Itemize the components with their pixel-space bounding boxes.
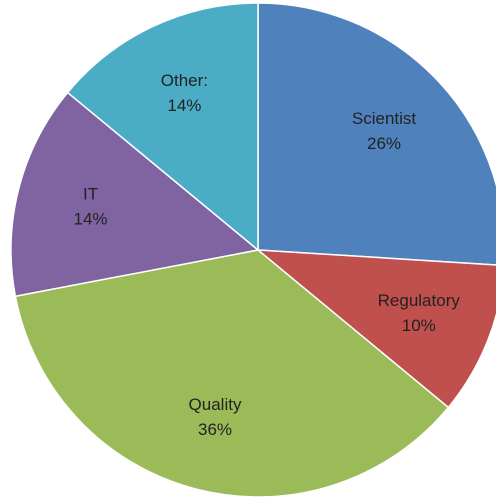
pie-slice [10,91,260,298]
slice-value-label: 36% [198,420,232,439]
slice-label: IT [83,184,98,203]
slice-value-label: 14% [74,209,108,228]
slice-label: Other: [161,71,208,90]
slice-label: Regulatory [378,291,461,310]
slice-value-label: 26% [367,134,401,153]
pie-slice [66,2,259,252]
slice-label: Scientist [352,109,417,128]
slice-label: Quality [189,395,242,414]
pie-slice [14,249,450,498]
slice-value-label: 10% [402,316,436,335]
slice-value-label: 14% [167,96,201,115]
pie-slice [257,2,496,266]
pie-slice [255,249,496,409]
